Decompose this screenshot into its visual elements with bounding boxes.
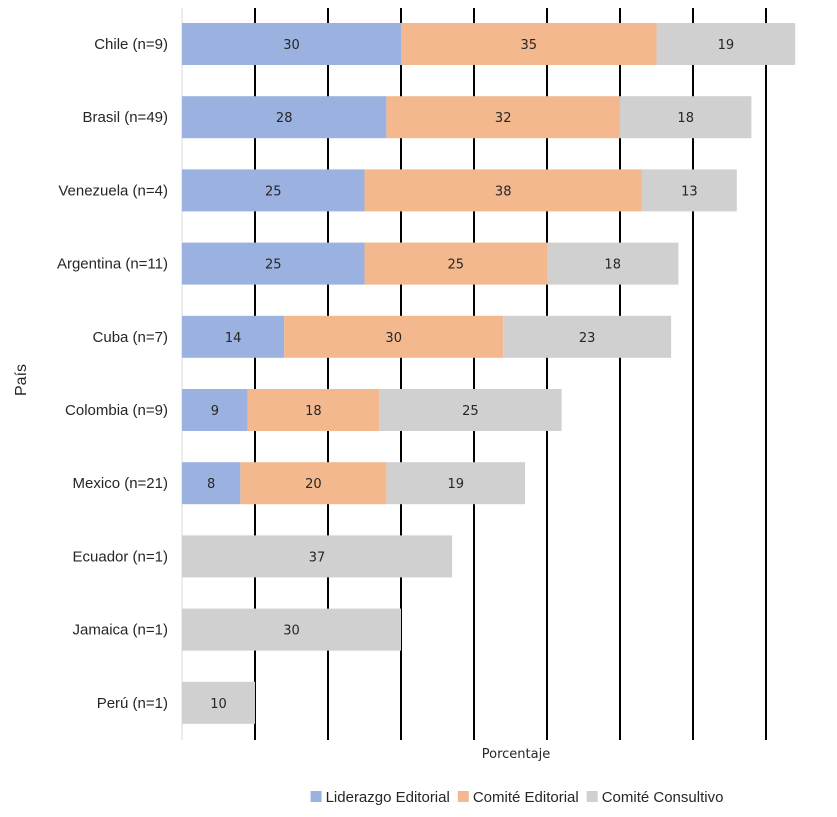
bar-value-label: 19 — [718, 38, 735, 53]
bar-segment-2 — [182, 681, 255, 724]
bar-segment-2 — [656, 23, 796, 65]
category-label: Chile (n=9) — [94, 36, 168, 53]
bar-segment-2 — [641, 169, 737, 212]
bar-segment-2 — [182, 535, 453, 578]
bar-segment-1 — [247, 389, 380, 431]
category-label: Colombia (n=9) — [65, 402, 168, 419]
bar-segment-2 — [503, 315, 672, 358]
legend-swatch-0 — [310, 791, 322, 802]
bar-segment-2 — [620, 96, 752, 139]
legend-label: Comité Editorial — [473, 789, 579, 806]
bar-value-label: 18 — [604, 258, 621, 273]
category-label: Brasil (n=49) — [83, 109, 168, 126]
bar-value-label: 23 — [579, 331, 596, 346]
bar-segment-1 — [364, 242, 547, 285]
bar-value-label: 30 — [385, 331, 402, 346]
bar-value-label: 14 — [225, 331, 242, 346]
bar-segment-1 — [284, 315, 504, 358]
bar-segment-1 — [401, 23, 657, 65]
bar-value-label: 25 — [447, 258, 464, 273]
bar-segment-2 — [182, 608, 401, 651]
x-axis-title: Porcentaje — [482, 747, 550, 762]
legend: Liderazgo Editorial Comité Editorial Comit… — [310, 789, 724, 806]
y-axis-title: País — [13, 364, 30, 396]
legend-label: Comité Consultivo — [602, 789, 724, 806]
bar-segment-0 — [182, 315, 285, 358]
category-label: Mexico (n=21) — [73, 475, 168, 492]
bar-value-label: 20 — [305, 477, 322, 492]
bar-segment-0 — [182, 242, 365, 285]
category-label: Jamaica (n=1) — [73, 622, 168, 639]
category-label: Perú (n=1) — [97, 695, 168, 712]
bar-value-label: 13 — [681, 184, 698, 199]
bar-value-label: 37 — [309, 550, 326, 565]
bar-segment-0 — [182, 462, 241, 505]
bar-value-label: 25 — [462, 404, 479, 419]
legend-swatch-2 — [586, 791, 598, 802]
category-label: Argentina (n=11) — [57, 256, 168, 273]
category-label: Ecuador (n=1) — [73, 548, 168, 565]
category-labels: Chile (n=9) Brasil (n=49) Venezuela (n=4) A… — [57, 36, 168, 712]
bar-value-label: 32 — [495, 111, 512, 126]
bar-value-label: 30 — [283, 38, 300, 53]
bar-value-label: 19 — [447, 477, 464, 492]
bar-segment-0 — [182, 23, 401, 65]
bar-value-label: 10 — [210, 697, 227, 712]
bar-value-label: 35 — [520, 38, 537, 53]
bar-segment-1 — [364, 169, 642, 212]
category-label: Venezuela (n=4) — [58, 182, 168, 199]
bar-value-label: 25 — [265, 184, 282, 199]
bar-segment-2 — [379, 389, 562, 431]
bar-segment-0 — [182, 389, 248, 431]
bars-layer: 30 35 19 28 32 18 25 38 13 25 25 18 14 30 23 9 18 25 8 20 19… — [182, 23, 796, 724]
bar-value-label: 38 — [495, 184, 512, 199]
bar-value-label: 30 — [283, 624, 300, 639]
bar-value-label: 25 — [265, 258, 282, 273]
bar-segment-0 — [182, 96, 387, 139]
bar-segment-1 — [386, 96, 620, 139]
bar-value-label: 18 — [677, 111, 694, 126]
bar-segment-2 — [547, 242, 679, 285]
bar-value-label: 28 — [276, 111, 293, 126]
bar-value-label: 8 — [207, 477, 215, 492]
bar-segment-0 — [182, 169, 365, 212]
legend-swatch-1 — [457, 791, 469, 802]
legend-label: Liderazgo Editorial — [326, 789, 450, 806]
bar-value-label: 18 — [305, 404, 322, 419]
bar-segment-1 — [240, 462, 387, 505]
bar-value-label: 9 — [211, 404, 219, 419]
category-label: Cuba (n=7) — [93, 329, 168, 346]
bar-segment-2 — [386, 462, 526, 505]
